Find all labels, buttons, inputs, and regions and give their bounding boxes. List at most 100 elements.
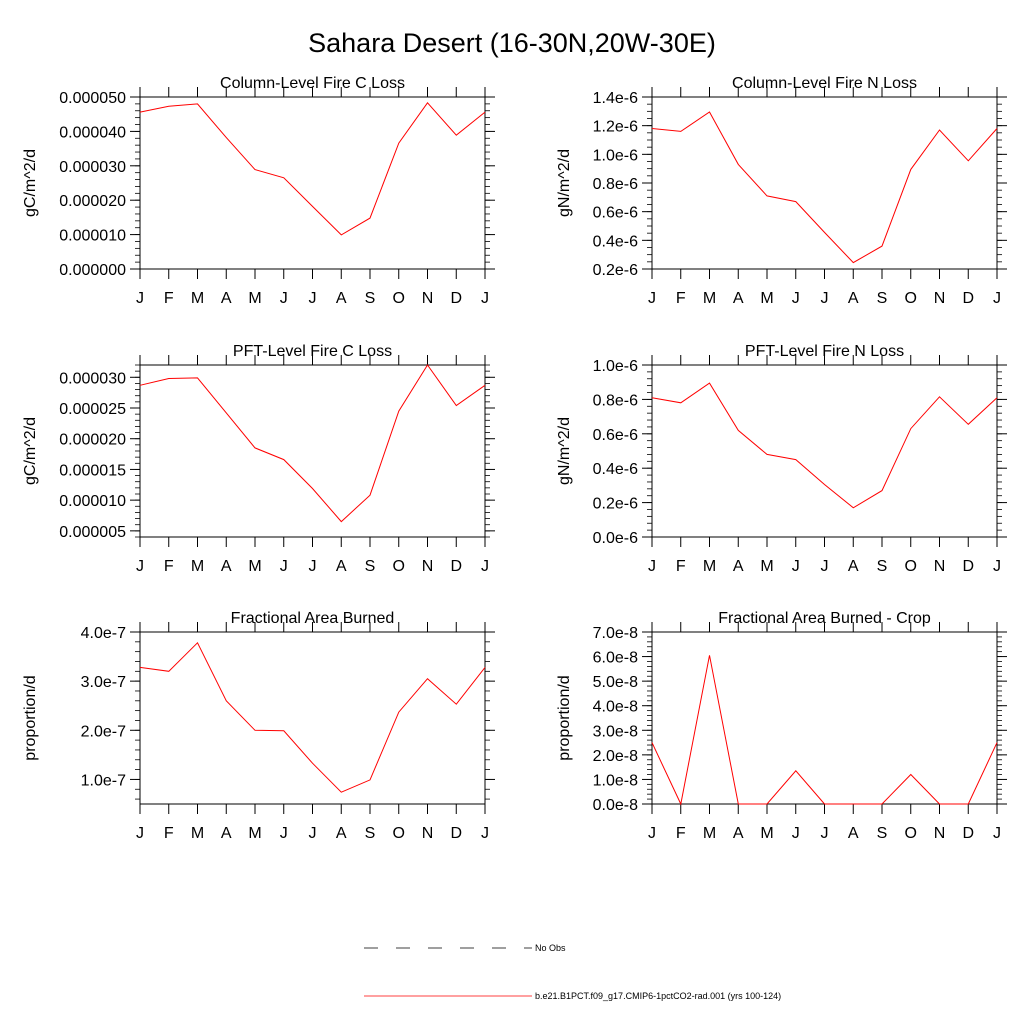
x-tick-label: J <box>648 825 656 842</box>
y-tick-label: 1.0e-6 <box>593 147 638 164</box>
x-tick-label: M <box>191 825 204 842</box>
x-tick-label: J <box>993 825 1001 842</box>
series-line <box>139 641 486 793</box>
legend-label-no-obs: No Obs <box>535 943 566 953</box>
x-tick-label: J <box>648 290 656 307</box>
chart-column-fire-n-loss: Column-Level Fire N Loss 0.2e-6 0.4e-6 0.6e… <box>556 75 1007 307</box>
y-tick-label: 0.8e-6 <box>593 176 638 193</box>
y-axis-label: gN/m^2/d <box>556 149 573 217</box>
x-tick-label: D <box>962 290 974 307</box>
y-tick-label: 4.0e-8 <box>593 699 638 716</box>
page-title: Sahara Desert (16-30N,20W-30E) <box>308 28 716 58</box>
x-tick-label: J <box>309 290 317 307</box>
x-tick-label: M <box>248 825 261 842</box>
x-tick-label: O <box>393 825 405 842</box>
x-tick-label: J <box>481 290 489 307</box>
x-tick-label: J <box>821 558 829 575</box>
x-tick-label: J <box>136 825 144 842</box>
x-tick-label: F <box>676 558 686 575</box>
x-tick-label: S <box>877 558 888 575</box>
x-tick-label: J <box>792 558 800 575</box>
y-tick-label: 0.4e-6 <box>593 461 638 478</box>
plot-frame <box>139 631 486 805</box>
x-tick-label: O <box>393 558 405 575</box>
y-axis-label: proportion/d <box>556 675 573 760</box>
y-tick-label: 1.4e-6 <box>593 90 638 107</box>
x-tick-label: S <box>365 290 376 307</box>
x-tick-label: O <box>905 825 917 842</box>
y-tick-label: 1.0e-7 <box>81 772 126 789</box>
y-tick-label: 0.000025 <box>59 401 126 418</box>
y-tick-label: 2.0e-7 <box>81 723 126 740</box>
x-tick-label: J <box>136 558 144 575</box>
chart-title: PFT-Level Fire C Loss <box>233 343 392 360</box>
x-tick-label: A <box>733 558 744 575</box>
x-tick-label: J <box>821 290 829 307</box>
plot-frame <box>651 96 998 270</box>
y-tick-label: 0.2e-6 <box>593 496 638 513</box>
x-tick-label: M <box>703 825 716 842</box>
series-line <box>139 101 486 236</box>
x-tick-label: J <box>309 558 317 575</box>
x-tick-label: N <box>934 558 946 575</box>
chart-title: Column-Level Fire C Loss <box>220 75 405 92</box>
x-tick-label: M <box>703 558 716 575</box>
y-tick-label: 0.8e-6 <box>593 392 638 409</box>
y-axis-label: gC/m^2/d <box>22 417 39 485</box>
y-tick-label: 0.2e-6 <box>593 262 638 279</box>
x-tick-label: N <box>422 558 434 575</box>
x-tick-label: F <box>164 558 174 575</box>
y-tick-label: 0.000015 <box>59 462 126 479</box>
legend: No Obs b.e21.B1PCT.f09_g17.CMIP6-1pctCO2… <box>364 943 781 1001</box>
x-tick-label: S <box>365 825 376 842</box>
chart-fractional-area-burned-crop: Fractional Area Burned - Crop 0.0e-8 1.0e-… <box>556 610 1007 842</box>
x-tick-label: M <box>248 290 261 307</box>
x-tick-label: O <box>393 290 405 307</box>
plot-frame <box>139 364 486 538</box>
x-tick-label: M <box>760 558 773 575</box>
plot-frame <box>139 96 486 270</box>
chart-title: Fractional Area Burned <box>231 610 395 627</box>
x-tick-label: S <box>877 290 888 307</box>
x-tick-label: A <box>336 825 347 842</box>
x-tick-label: M <box>191 290 204 307</box>
x-tick-label: J <box>280 825 288 842</box>
y-tick-label: 3.0e-8 <box>593 723 638 740</box>
y-tick-label: 4.0e-7 <box>81 625 126 642</box>
x-tick-label: A <box>336 290 347 307</box>
y-tick-label: 0.000010 <box>59 493 126 510</box>
x-tick-label: N <box>934 290 946 307</box>
x-tick-label: J <box>792 290 800 307</box>
series-line <box>139 364 486 523</box>
y-tick-label: 0.000010 <box>59 228 126 245</box>
y-tick-label: 0.000040 <box>59 124 126 141</box>
y-tick-label: 0.000020 <box>59 193 126 210</box>
chart-column-fire-c-loss: Column-Level Fire C Loss 0.000000 0.000010… <box>22 75 495 307</box>
y-tick-label: 0.6e-6 <box>593 205 638 222</box>
y-tick-label: 0.0e-6 <box>593 530 638 547</box>
y-tick-label: 1.2e-6 <box>593 119 638 136</box>
x-tick-label: D <box>450 558 462 575</box>
x-tick-label: M <box>191 558 204 575</box>
x-tick-label: J <box>280 290 288 307</box>
y-tick-label: 0.000030 <box>59 370 126 387</box>
x-tick-label: S <box>877 825 888 842</box>
chart-fractional-area-burned: Fractional Area Burned 1.0e-7 2.0e-7 3.0e-7… <box>22 610 495 842</box>
x-tick-label: J <box>136 290 144 307</box>
x-tick-label: A <box>221 290 232 307</box>
y-tick-label: 0.000020 <box>59 432 126 449</box>
chart-title: Fractional Area Burned - Crop <box>718 610 931 627</box>
chart-title: PFT-Level Fire N Loss <box>745 343 904 360</box>
x-tick-label: N <box>422 290 434 307</box>
y-axis-label: proportion/d <box>22 675 39 760</box>
y-tick-label: 0.000005 <box>59 524 126 541</box>
y-tick-label: 5.0e-8 <box>593 674 638 691</box>
x-tick-label: D <box>962 825 974 842</box>
chart-pft-fire-c-loss: PFT-Level Fire C Loss 0.000005 0.000010 0.0… <box>22 343 495 575</box>
x-tick-label: J <box>481 825 489 842</box>
series-line <box>651 382 998 509</box>
x-tick-label: A <box>221 825 232 842</box>
y-tick-label: 2.0e-8 <box>593 748 638 765</box>
plot-frame <box>651 364 998 538</box>
y-tick-label: 0.000000 <box>59 262 126 279</box>
